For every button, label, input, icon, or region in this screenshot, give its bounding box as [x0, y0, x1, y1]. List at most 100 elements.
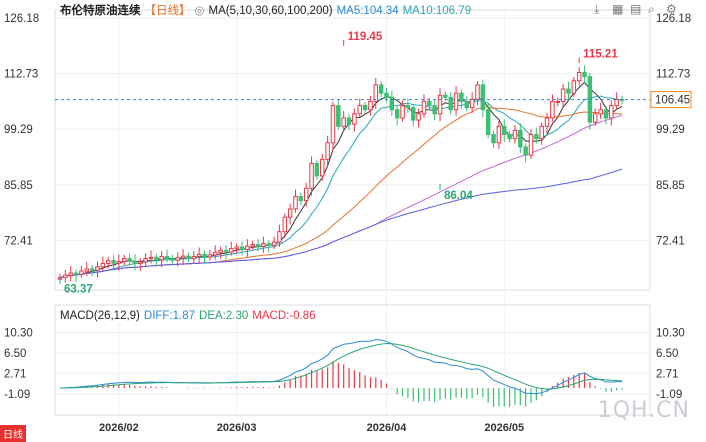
- candle-body: [298, 196, 304, 202]
- candle-body: [469, 98, 475, 109]
- candle-body: [491, 134, 496, 144]
- macd-grid: [55, 331, 650, 395]
- candle-body: [180, 255, 186, 259]
- grid-icon[interactable]: ▦: [612, 2, 624, 16]
- candle-body: [218, 249, 223, 253]
- candle-body: [534, 134, 539, 140]
- candles: [57, 65, 625, 283]
- candle-body: [164, 256, 170, 260]
- price-y-tick-left: 112.73: [4, 69, 38, 81]
- ma100-line: [59, 168, 623, 279]
- ma10-line: [59, 95, 623, 279]
- instrument-title: 布伦特原油连续: [60, 5, 141, 17]
- ma30-line: [59, 106, 623, 279]
- candle-body: [132, 260, 138, 265]
- candle-body: [592, 113, 598, 123]
- candle-body: [405, 105, 411, 109]
- eye-icon[interactable]: ◎: [194, 5, 205, 17]
- candle-body: [507, 134, 512, 140]
- x-tick-label: 2026/05: [484, 422, 524, 434]
- candle-body: [502, 125, 507, 136]
- candle-body: [212, 251, 218, 256]
- macd-title: MACD(26,12,9): [60, 310, 140, 322]
- candle-body: [443, 94, 448, 98]
- candle-body: [68, 272, 73, 276]
- candle-body: [207, 254, 213, 258]
- candle-body: [277, 231, 282, 243]
- macd-bars: [64, 361, 623, 408]
- candle-body: [127, 258, 132, 262]
- candle-body: [79, 270, 84, 275]
- price-y-tick-right: 112.73: [656, 69, 690, 81]
- macd-frame: [54, 304, 651, 416]
- candle-body: [266, 243, 271, 246]
- candle-body: [175, 257, 180, 261]
- candle-body: [330, 105, 336, 144]
- candle-body: [475, 84, 480, 100]
- candle-body: [196, 253, 202, 258]
- ma60-line: [59, 114, 623, 279]
- price-y-tick-right: 99.29: [656, 124, 685, 136]
- period-label[interactable]: 【日线】: [144, 5, 191, 17]
- price-frame: [54, 9, 651, 291]
- axis-labels: 126.18 126.18 112.73 112.73 99.29 99.29 85.85 8…: [4, 13, 691, 434]
- candle-body: [566, 88, 571, 94]
- layout-icon[interactable]: ▤: [630, 2, 642, 16]
- candle-body: [73, 272, 79, 275]
- candle-body: [138, 261, 143, 265]
- candle-body: [320, 158, 325, 177]
- candle-body: [255, 244, 261, 248]
- candle-body: [89, 268, 95, 271]
- settings-icon[interactable]: ⚙: [666, 2, 677, 16]
- candle-body: [148, 256, 154, 260]
- price-y-tick-right: 85.85: [656, 180, 685, 192]
- candle-body: [116, 260, 122, 264]
- candle-body: [170, 258, 175, 261]
- x-tick-label: 2026/03: [217, 422, 257, 434]
- diff-label: DIFF:1.87: [143, 310, 196, 322]
- price-y-tick-left: 85.85: [4, 180, 33, 192]
- candle-body: [63, 274, 68, 279]
- price-y-tick-right: 72.41: [656, 235, 685, 247]
- ma5-line: [59, 81, 623, 279]
- period-badge[interactable]: 日线: [0, 425, 26, 442]
- candle-body: [539, 125, 544, 140]
- candle-body: [303, 187, 309, 202]
- download-icon[interactable]: ⤓: [594, 2, 600, 16]
- price-y-tick-left: 99.29: [4, 124, 33, 136]
- macd-label: MACD:-0.86: [252, 310, 316, 322]
- search-icon[interactable]: ⌕: [648, 2, 655, 16]
- candle-body: [314, 162, 320, 177]
- candle-body: [202, 253, 207, 258]
- candle-body: [480, 84, 486, 111]
- candle-body: [421, 100, 427, 115]
- annotations: 106.45 119.45 115.21 86.04 63.37: [55, 31, 692, 296]
- price-y-tick-left: 126.18: [4, 13, 39, 25]
- candle-body: [362, 105, 368, 111]
- macd-y-tick-left: 6.50: [4, 348, 26, 360]
- ma-lines: [59, 81, 623, 279]
- ma5-label: MA5:104.34: [336, 5, 399, 17]
- macd-y-tick-right: 10.30: [656, 327, 685, 339]
- candle-body: [234, 246, 239, 250]
- price-y-tick-left: 72.41: [4, 235, 33, 247]
- candle-body: [245, 245, 250, 250]
- candle-body: [336, 105, 341, 127]
- candle-body: [287, 208, 293, 218]
- candle-body: [159, 256, 164, 261]
- candle-body: [223, 249, 229, 253]
- candle-body: [427, 100, 432, 107]
- candle-body: [357, 105, 362, 115]
- candle-body: [100, 263, 106, 268]
- candle-body: [309, 162, 314, 189]
- x-tick-label: 2026/02: [99, 422, 139, 434]
- last-price-value: 106.45: [655, 95, 690, 107]
- candle-body: [389, 96, 395, 111]
- candle-body: [154, 256, 159, 261]
- candle-body: [293, 196, 298, 210]
- candle-body: [411, 107, 416, 121]
- candle-body: [239, 246, 245, 250]
- candle-body: [432, 105, 437, 115]
- chart-header: 布伦特原油连续 【日线】 ◎ MA(5,10,30,60,100,200) MA5:10…: [60, 2, 475, 18]
- candle-body: [448, 96, 453, 111]
